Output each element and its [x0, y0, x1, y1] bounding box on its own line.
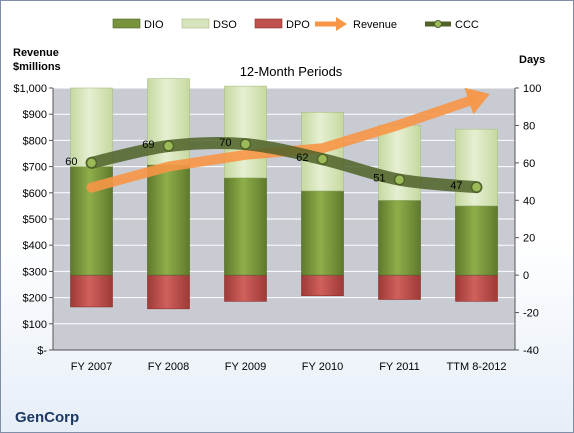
left-tick-label: $- [37, 345, 47, 357]
legend-revenue-label: Revenue [353, 19, 397, 31]
left-tick-label: $200 [23, 293, 47, 305]
bar-dpo [224, 274, 267, 302]
bar-dpo [378, 274, 421, 300]
ccc-point [239, 138, 252, 150]
left-axis-title-line2: $millions [13, 61, 61, 73]
ccc-data-label: 62 [296, 152, 308, 164]
left-tick-label: $900 [23, 109, 47, 121]
ccc-point [316, 153, 329, 165]
right-tick-label: -20 [523, 308, 539, 320]
legend-ccc-label: CCC [455, 19, 479, 31]
left-tick-label: $600 [23, 188, 47, 200]
right-tick-label: 40 [523, 195, 535, 207]
legend-ccc-marker [434, 20, 442, 28]
ccc-line [85, 136, 483, 194]
legend-dpo-label: DPO [286, 19, 310, 31]
ccc-point [85, 157, 98, 169]
bar-dso [378, 125, 421, 201]
ccc-data-label: 60 [65, 156, 77, 168]
company-name: GenCorp [15, 409, 79, 426]
bar-dpo [147, 274, 190, 310]
category-label: FY 2007 [71, 361, 112, 373]
bar-dio [301, 190, 344, 276]
legend-dso-label: DSO [213, 19, 237, 31]
left-tick-label: $800 [23, 135, 47, 147]
bar-dio [147, 164, 190, 276]
legend-dio-label: DIO [144, 19, 164, 31]
category-label: FY 2008 [148, 361, 189, 373]
right-tick-label: -40 [523, 345, 539, 357]
revenue-arrowhead [464, 87, 490, 115]
right-tick-label: 0 [523, 270, 529, 282]
category-label: FY 2011 [379, 361, 420, 373]
bar-dpo [301, 274, 344, 297]
bar-dio [378, 199, 421, 276]
right-tick-label: 20 [523, 233, 535, 245]
legend-dpo-swatch [254, 18, 283, 29]
bar-dio [455, 205, 498, 276]
bar-dso [224, 85, 267, 179]
ccc-point [470, 181, 483, 193]
category-label: TTM 8-2012 [447, 361, 507, 373]
category-label: FY 2010 [302, 361, 343, 373]
right-tick-label: 60 [523, 158, 535, 170]
bar-dpo [455, 274, 498, 302]
legend: DIO DSO DPO Revenue CCC [112, 17, 479, 31]
category-label: FY 2009 [225, 361, 266, 373]
bar-dio [224, 177, 267, 276]
left-tick-label: $100 [23, 319, 47, 331]
legend-dio-swatch [112, 18, 141, 29]
left-tick-label: $300 [23, 266, 47, 278]
right-axis-title: Days [519, 54, 545, 66]
left-tick-label: $400 [23, 240, 47, 252]
left-tick-label: $700 [23, 162, 47, 174]
ccc-data-label: 47 [450, 180, 462, 192]
bar-dso [455, 128, 498, 207]
left-tick-label: $500 [23, 214, 47, 226]
ccc-data-label: 51 [373, 173, 385, 185]
ccc-point [162, 140, 175, 152]
right-tick-label: 80 [523, 120, 535, 132]
chart-title: 12-Month Periods [240, 64, 343, 79]
left-axis-title-line1: Revenue [13, 47, 59, 59]
left-tick-label: $1,000 [13, 83, 47, 95]
legend-dso-swatch [181, 18, 210, 29]
ccc-data-label: 70 [219, 137, 231, 149]
legend-revenue-arrowhead [336, 17, 347, 31]
ccc-point [393, 173, 406, 186]
ccc-data-label: 69 [142, 139, 154, 151]
bar-dpo [70, 274, 113, 308]
right-tick-label: 100 [523, 83, 541, 95]
